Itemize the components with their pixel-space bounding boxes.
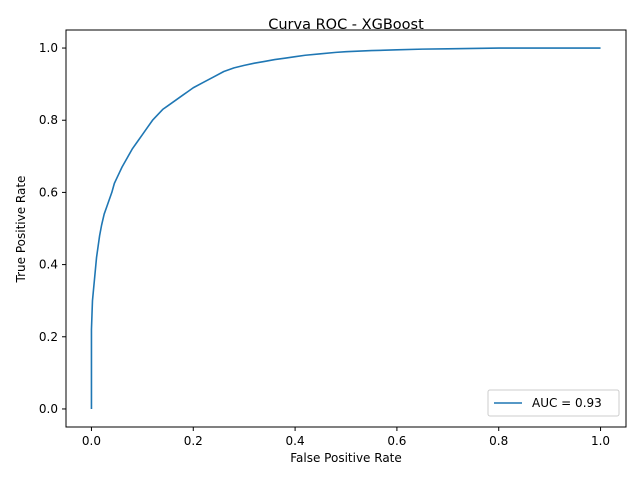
y-tick-label: 0.8 bbox=[39, 113, 58, 127]
legend-label: AUC = 0.93 bbox=[532, 396, 602, 410]
x-axis-ticks: 0.0 0.2 0.4 0.6 0.8 1.0 bbox=[82, 427, 610, 448]
y-tick-label: 0.0 bbox=[39, 402, 58, 416]
legend-box bbox=[487, 389, 620, 417]
x-tick-label: 0.8 bbox=[489, 434, 508, 448]
y-tick-label: 0.4 bbox=[39, 258, 58, 272]
y-axis-ticks: 0.0 0.2 0.4 0.6 0.8 1.0 bbox=[39, 41, 66, 416]
x-axis-label: False Positive Rate bbox=[290, 451, 402, 465]
y-tick-label: 0.2 bbox=[39, 330, 58, 344]
plot-frame bbox=[65, 29, 627, 428]
x-tick-label: 1.0 bbox=[591, 434, 610, 448]
chart-title: Curva ROC - XGBoost bbox=[268, 17, 424, 33]
series-layer bbox=[90, 47, 601, 409]
x-tick-label: 0.4 bbox=[286, 434, 305, 448]
x-tick-label: 0.2 bbox=[184, 434, 203, 448]
y-axis-label: True Positive Rate bbox=[14, 176, 28, 284]
x-tick-label: 0.6 bbox=[387, 434, 406, 448]
x-tick-label: 0.0 bbox=[82, 434, 101, 448]
y-tick-label: 0.6 bbox=[39, 185, 58, 199]
y-tick-label: 1.0 bbox=[39, 41, 58, 55]
legend: AUC = 0.93 bbox=[487, 389, 620, 417]
roc-curve-line bbox=[90, 47, 601, 409]
